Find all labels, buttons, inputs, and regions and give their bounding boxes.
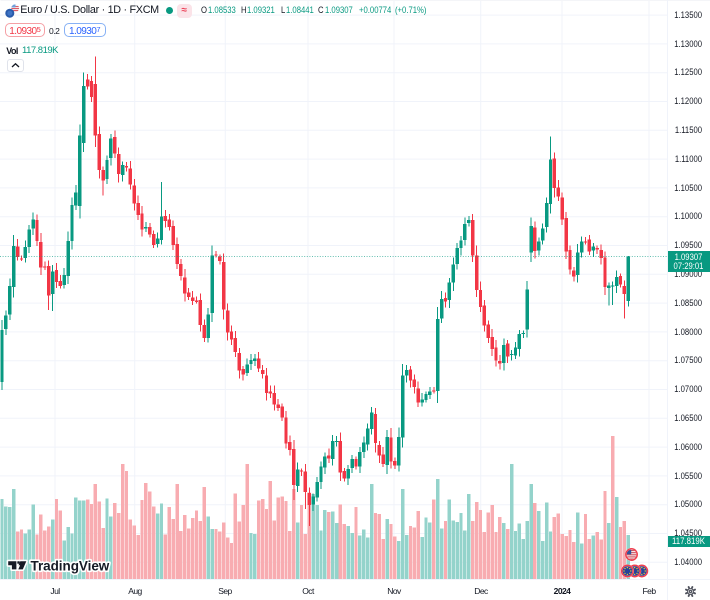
svg-text:TradingView: TradingView [31, 558, 110, 573]
svg-text:TradingView: TradingView [31, 558, 110, 573]
